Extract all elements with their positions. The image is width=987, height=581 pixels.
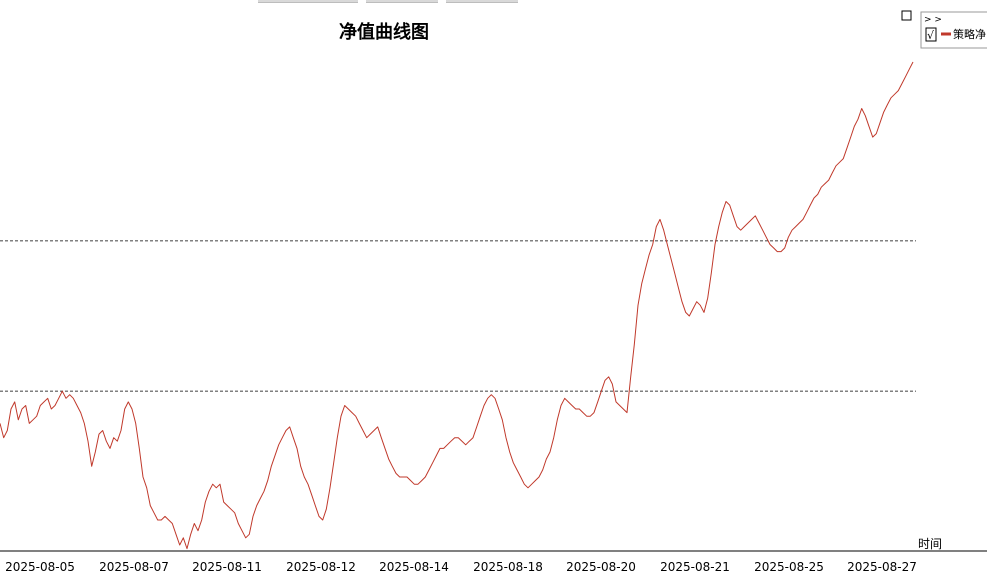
legend-toggle[interactable]: > > — [924, 15, 942, 25]
legend-check-mark: √ — [927, 29, 935, 42]
gridlines — [0, 240, 916, 392]
x-tick-label-4: 2025-08-14 — [379, 560, 449, 574]
x-tick-label-2: 2025-08-11 — [192, 560, 262, 574]
series-layer — [0, 61, 914, 550]
legend-series-label: 策略净 — [953, 27, 986, 41]
x-ticks: 2025-08-05 2025-08-07 2025-08-11 2025-08-12… — [5, 560, 917, 574]
x-tick-label-0: 2025-08-05 — [5, 560, 75, 574]
chart-title: 净值曲线图 — [339, 21, 429, 43]
x-tick-label-3: 2025-08-12 — [286, 560, 356, 574]
legend: > > √ 策略净 — [920, 11, 987, 49]
legend-checkbox[interactable] — [925, 27, 937, 42]
x-tick-label-8: 2025-08-25 — [754, 560, 824, 574]
top-tab-strip-3 — [446, 0, 518, 3]
x-tick-label-6: 2025-08-20 — [566, 560, 636, 574]
top-tab-strip-2 — [366, 0, 438, 3]
series-line-0 — [0, 61, 914, 550]
x-tick-label-9: 2025-08-27 — [847, 560, 917, 574]
x-tick-label-7: 2025-08-21 — [660, 560, 730, 574]
top-tab-strip-1 — [258, 0, 358, 3]
x-axis-label: 时间 — [918, 537, 942, 551]
x-tick-label-1: 2025-08-07 — [99, 560, 169, 574]
expand-checkbox[interactable] — [901, 10, 912, 21]
x-tick-label-5: 2025-08-18 — [473, 560, 543, 574]
